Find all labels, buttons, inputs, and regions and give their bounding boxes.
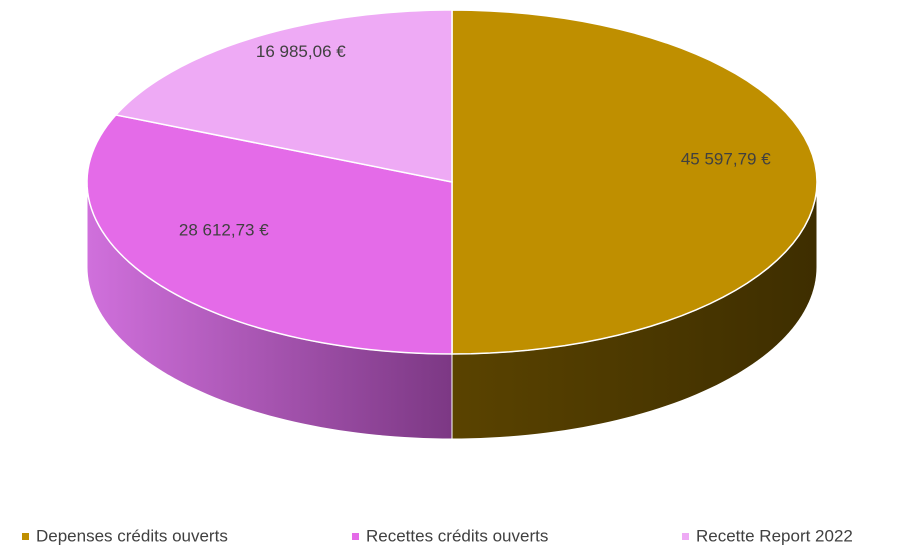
legend-label: Recette Report 2022: [696, 526, 853, 545]
legend-label: Recettes crédits ouverts: [366, 526, 548, 545]
slice: [451, 9, 818, 355]
data-label: 16 985,06 €: [256, 42, 346, 61]
legend-marker: [352, 533, 359, 540]
data-label: 45 597,79 €: [681, 149, 771, 168]
slice: [86, 114, 453, 355]
legend-label: Depenses crédits ouverts: [36, 526, 228, 545]
slice: [114, 9, 453, 183]
data-label: 28 612,73 €: [179, 221, 269, 240]
legend-marker: [22, 533, 29, 540]
legend-marker: [682, 533, 689, 540]
